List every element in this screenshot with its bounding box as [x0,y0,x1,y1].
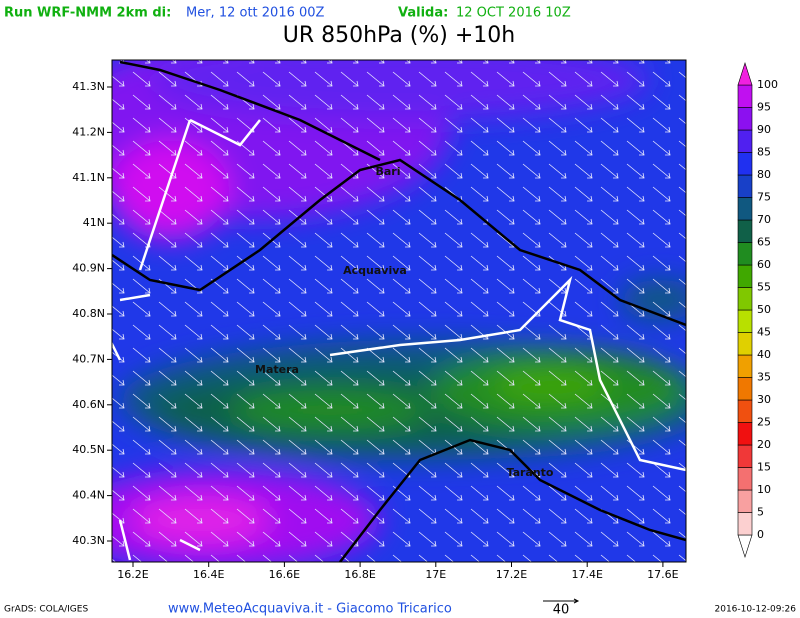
colorbar-label: 95 [757,101,771,114]
colorbar-box [737,152,753,176]
valid-date: 12 OCT 2016 10Z [456,6,571,21]
colorbar-box [737,512,753,536]
lat-label: 40.9N [72,262,105,275]
credit: GrADS: COLA/IGES [4,605,88,615]
lon-label: 16.8E [344,568,375,581]
colorbar-label: 70 [757,213,771,226]
lat-label: 40.6N [72,398,105,411]
timestamp: 2016-10-12-09:26 [715,605,797,615]
plot-frame [111,59,687,563]
lat-label: 41N [83,216,105,229]
site: www.MeteoAcquaviva.it - Giacomo Tricaric… [168,602,452,617]
colorbar-label: 15 [757,461,771,474]
colorbar-label: 50 [757,303,771,316]
colorbar-box [737,422,753,446]
colorbar-box [737,197,753,221]
colorbar-label: 85 [757,146,771,159]
lon-label: 17.6E [647,568,678,581]
lon-axis: 16.2E 16.4E 16.6E 16.8E 17E 17.2E 17.4E 17.6E [117,562,679,581]
lon-label: 16.2E [117,568,148,581]
colorbar-label: 60 [757,258,771,271]
lat-label: 40.4N [72,489,105,502]
colorbar-label: 40 [757,348,771,361]
colorbar-box [737,489,753,513]
colorbar-label: 45 [757,326,771,339]
vector-scale: 40 [553,603,570,618]
colorbar-label: 55 [757,281,771,294]
colorbar-label: 20 [757,438,771,451]
lon-label: 16.6E [269,568,300,581]
valid-label: Valida: [398,6,448,21]
colorbar-upper-tri [737,62,753,86]
colorbar: 0 5 10 15 20 25 30 35 40 45 50 55 60 65 70 75 80 85 90 95 10… [737,62,778,558]
colorbar-label: 90 [757,123,771,136]
lon-label: 16.4E [193,568,224,581]
lon-label: 17.4E [571,568,602,581]
colorbar-box [737,354,753,378]
run-label: Run WRF-NMM 2km di: [4,6,171,21]
title: UR 850hPa (%) +10h [283,23,516,48]
humidity-field [112,60,686,562]
colorbar-box [737,444,753,468]
city-labels: Bari Acquaviva Matera Taranto [255,165,554,479]
colorbar-label: 25 [757,416,771,429]
colorbar-box [737,467,753,491]
colorbar-box [737,287,753,311]
colorbar-box [737,309,753,333]
city-label: Acquaviva [343,264,407,277]
lat-label: 40.8N [72,307,105,320]
lat-label: 41.1N [72,171,105,184]
vector-scale-arrowhead [573,598,580,604]
colorbar-label: 35 [757,371,771,384]
colorbar-label: 80 [757,168,771,181]
lat-label: 40.5N [72,443,105,456]
colorbar-box [737,332,753,356]
colorbar-label: 75 [757,191,771,204]
lat-label: 41.3N [72,80,105,93]
colorbar-box [737,107,753,131]
colorbar-label: 0 [757,528,764,541]
colorbar-box [737,129,753,153]
lon-label: 17.2E [496,568,527,581]
colorbar-box [737,174,753,198]
lat-label: 40.3N [72,534,105,547]
colorbar-box [737,399,753,423]
run-date: Mer, 12 ott 2016 00Z [186,6,325,21]
lat-label: 41.2N [72,125,105,138]
colorbar-box [737,242,753,266]
colorbar-label: 30 [757,393,771,406]
colorbar-label: 65 [757,236,771,249]
colorbar-box [737,84,753,108]
colorbar-box [737,219,753,243]
colorbar-label: 5 [757,506,764,519]
lat-label: 40.7N [72,352,105,365]
lat-axis: 41.3N 41.2N 41.1N 41N 40.9N 40.8N 40.7N 40.6N 40… [72,80,112,547]
colorbar-box [737,264,753,288]
colorbar-label: 10 [757,483,771,496]
lon-label: 17E [425,568,446,581]
colorbar-box [737,377,753,401]
colorbar-lower-tri [737,534,753,558]
colorbar-label: 100 [757,78,778,91]
city-label: Matera [255,363,299,376]
city-label: Taranto [506,466,553,479]
city-label: Bari [375,165,400,178]
